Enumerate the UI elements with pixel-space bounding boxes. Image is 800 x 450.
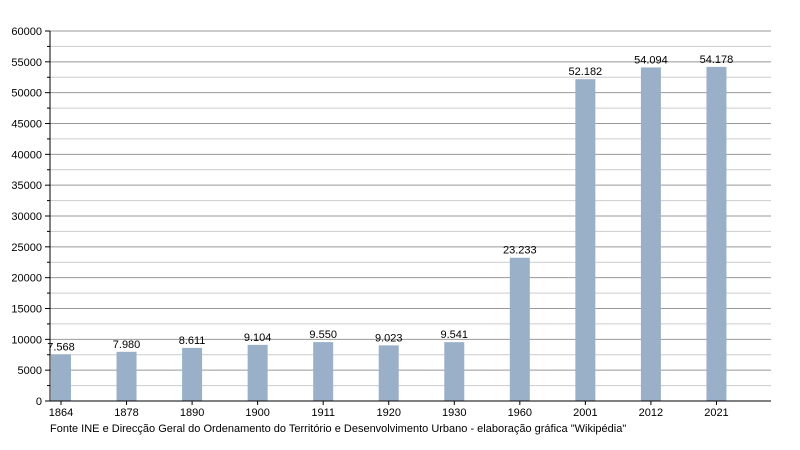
x-tick-label-1864: 1864 (49, 407, 73, 419)
x-tick-label-1900: 1900 (245, 407, 269, 419)
data-label-1960: 23.233 (503, 245, 537, 257)
y-tick-label: 55000 (11, 57, 42, 69)
y-tick-label: 20000 (11, 273, 42, 285)
x-tick-label-1960: 1960 (508, 407, 532, 419)
y-tick-label: 40000 (11, 149, 42, 161)
y-tick-label: 50000 (11, 88, 42, 100)
x-tick-label-1920: 1920 (376, 407, 400, 419)
data-label-1864: 7.568 (47, 341, 75, 353)
x-tick-label-2012: 2012 (639, 407, 663, 419)
y-tick-label: 45000 (11, 119, 42, 131)
bar-1864 (51, 354, 71, 401)
data-label-1900: 9.104 (244, 332, 272, 344)
x-tick-label-1911: 1911 (311, 407, 335, 419)
bars (51, 66, 727, 401)
y-tick-label: 60000 (11, 26, 42, 38)
x-tick-label-2021: 2021 (704, 407, 728, 419)
labels: 0 5000 10000 15000 20000 25000 30000 35000 40000… (11, 26, 733, 419)
data-label-1911: 9.550 (309, 329, 337, 341)
x-tick-label-2001: 2001 (573, 407, 597, 419)
y-tick-label: 35000 (11, 180, 42, 192)
y-tick-label: 10000 (11, 334, 42, 346)
axes (45, 30, 771, 405)
data-label-1930: 9.541 (441, 329, 469, 341)
data-label-1890: 8.611 (179, 335, 206, 347)
bar-2021 (706, 66, 727, 401)
data-label-1878: 7.980 (113, 339, 141, 351)
bar-1900 (247, 344, 268, 401)
bar-2012 (640, 67, 661, 401)
y-tick-label: 30000 (11, 211, 42, 223)
data-label-2012: 54.094 (634, 54, 668, 66)
bar-2001 (575, 79, 596, 401)
x-tick-label-1930: 1930 (442, 407, 466, 419)
data-label-2021: 54.178 (700, 54, 734, 66)
bar-1930 (444, 342, 465, 401)
bar-1878 (116, 351, 137, 401)
y-tick-label: 0 (36, 396, 42, 408)
grid-lines (50, 30, 771, 387)
bar-1890 (182, 347, 203, 401)
bar-1911 (313, 342, 334, 401)
data-label-1920: 9.023 (375, 332, 403, 344)
bar-1960 (509, 257, 530, 401)
y-tick-label: 15000 (11, 304, 42, 316)
x-tick-label-1878: 1878 (114, 407, 138, 419)
source-note: Fonte INE e Direcção Geral do Ordenament… (50, 423, 627, 435)
y-tick-label: 5000 (18, 365, 42, 377)
y-tick-label: 25000 (11, 242, 42, 254)
bar-1920 (378, 345, 399, 401)
x-tick-label-1890: 1890 (180, 407, 204, 419)
data-label-2001: 52.182 (569, 66, 603, 78)
